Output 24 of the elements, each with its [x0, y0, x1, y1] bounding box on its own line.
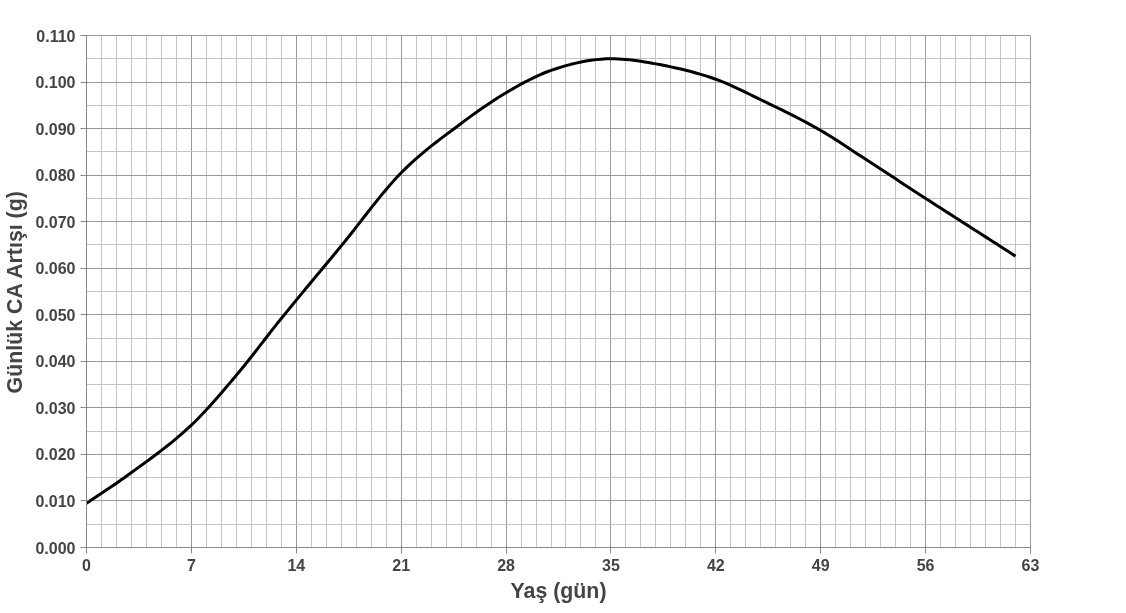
y-tick-label: 0.020: [35, 446, 76, 464]
x-tick-label: 14: [287, 556, 306, 574]
y-axis-title: Günlük CA Artışı (g): [3, 191, 28, 394]
y-tick-label: 0.070: [35, 213, 76, 231]
y-tick-label: 0.030: [35, 399, 76, 417]
x-tick-label: 63: [1021, 556, 1040, 574]
x-tick-label: 21: [392, 556, 411, 574]
x-tick-label: 28: [497, 556, 516, 574]
x-axis-title: Yaş (gün): [510, 578, 607, 603]
y-tick-label: 0.040: [35, 353, 76, 371]
y-tick-label: 0.080: [35, 167, 76, 185]
y-tick-label: 0.010: [35, 492, 76, 510]
x-tick-label: 0: [82, 556, 92, 574]
x-tick-label: 42: [706, 556, 725, 574]
y-tick-label: 0.000: [35, 539, 76, 557]
x-tick-label: 56: [916, 556, 935, 574]
y-tick-label: 0.050: [35, 306, 76, 324]
y-tick-label: 0.060: [35, 260, 76, 278]
x-tick-label: 35: [602, 556, 620, 574]
y-tick-label: 0.090: [35, 120, 76, 138]
y-tick-label: 0.110: [36, 27, 76, 45]
y-tick-label: 0.100: [35, 74, 76, 92]
x-tick-label: 7: [186, 556, 196, 574]
x-tick-label: 49: [811, 556, 830, 574]
